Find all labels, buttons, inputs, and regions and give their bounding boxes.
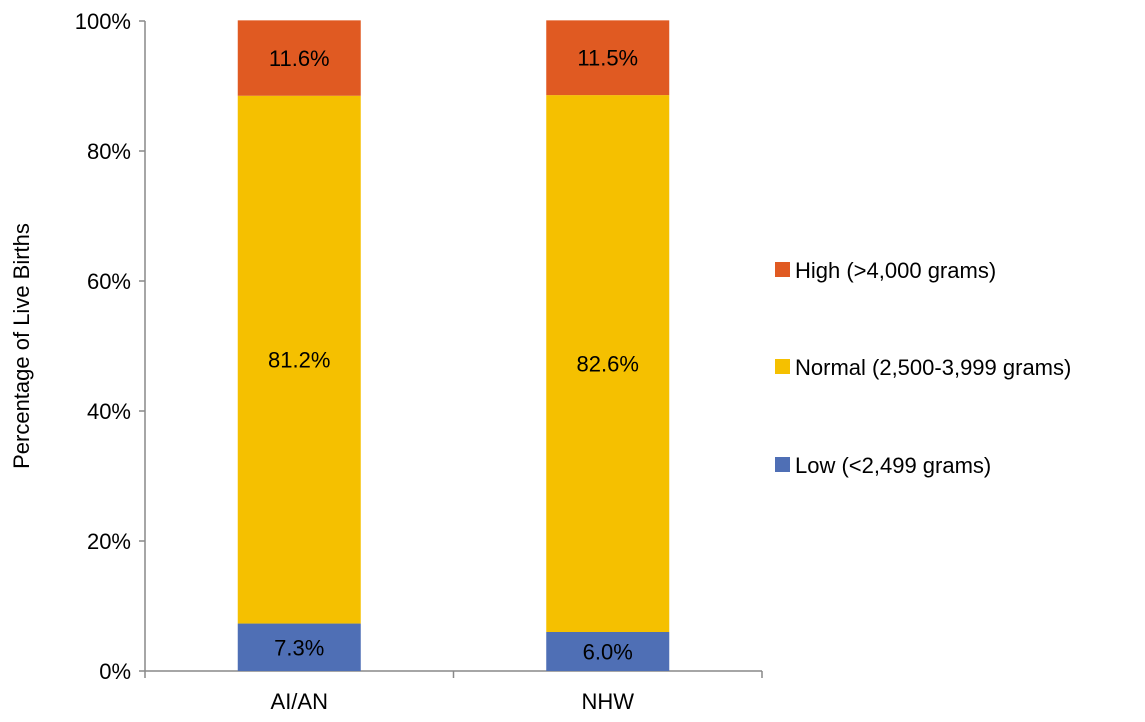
x-category-label: AI/AN bbox=[271, 689, 328, 714]
data-label: 81.2% bbox=[268, 348, 330, 373]
y-tick-label: 80% bbox=[87, 139, 131, 164]
legend-label: High (>4,000 grams) bbox=[795, 258, 996, 283]
bar-segment bbox=[546, 632, 670, 671]
bar-segments bbox=[237, 20, 670, 671]
y-tick-label: 60% bbox=[87, 269, 131, 294]
y-tick-label: 100% bbox=[75, 9, 131, 34]
data-label: 11.6% bbox=[269, 46, 330, 71]
y-tick-label: 20% bbox=[87, 529, 131, 554]
legend-swatch bbox=[775, 262, 790, 277]
bar-segment bbox=[237, 623, 361, 671]
data-label: 7.3% bbox=[274, 635, 324, 660]
legend-swatch bbox=[775, 359, 790, 374]
bar-segment bbox=[546, 20, 670, 96]
y-tick-label: 40% bbox=[87, 399, 131, 424]
data-labels: 7.3% 81.2% 11.6% 6.0% 82.6% 11.5% bbox=[268, 46, 639, 665]
legend-swatch bbox=[775, 457, 790, 472]
y-tick-label: 0% bbox=[99, 659, 131, 684]
bar-segment bbox=[546, 95, 670, 633]
legend-label: Normal (2,500-3,999 grams) bbox=[795, 355, 1071, 380]
legend: High (>4,000 grams) Normal (2,500-3,999 g… bbox=[775, 258, 1071, 478]
y-axis-ticks: 0% 20% 40% 60% 80% 100% bbox=[75, 9, 145, 684]
x-axis-ticks: AI/AN NHW bbox=[144, 671, 763, 714]
legend-label: Low (<2,499 grams) bbox=[795, 453, 991, 478]
bar-segment bbox=[237, 95, 361, 624]
data-label: 82.6% bbox=[577, 352, 639, 377]
bar-segment bbox=[237, 20, 361, 96]
y-axis-title: Percentage of Live Births bbox=[9, 223, 34, 469]
x-category-label: NHW bbox=[581, 689, 634, 714]
data-label: 11.5% bbox=[577, 46, 638, 71]
data-label: 6.0% bbox=[583, 640, 633, 665]
